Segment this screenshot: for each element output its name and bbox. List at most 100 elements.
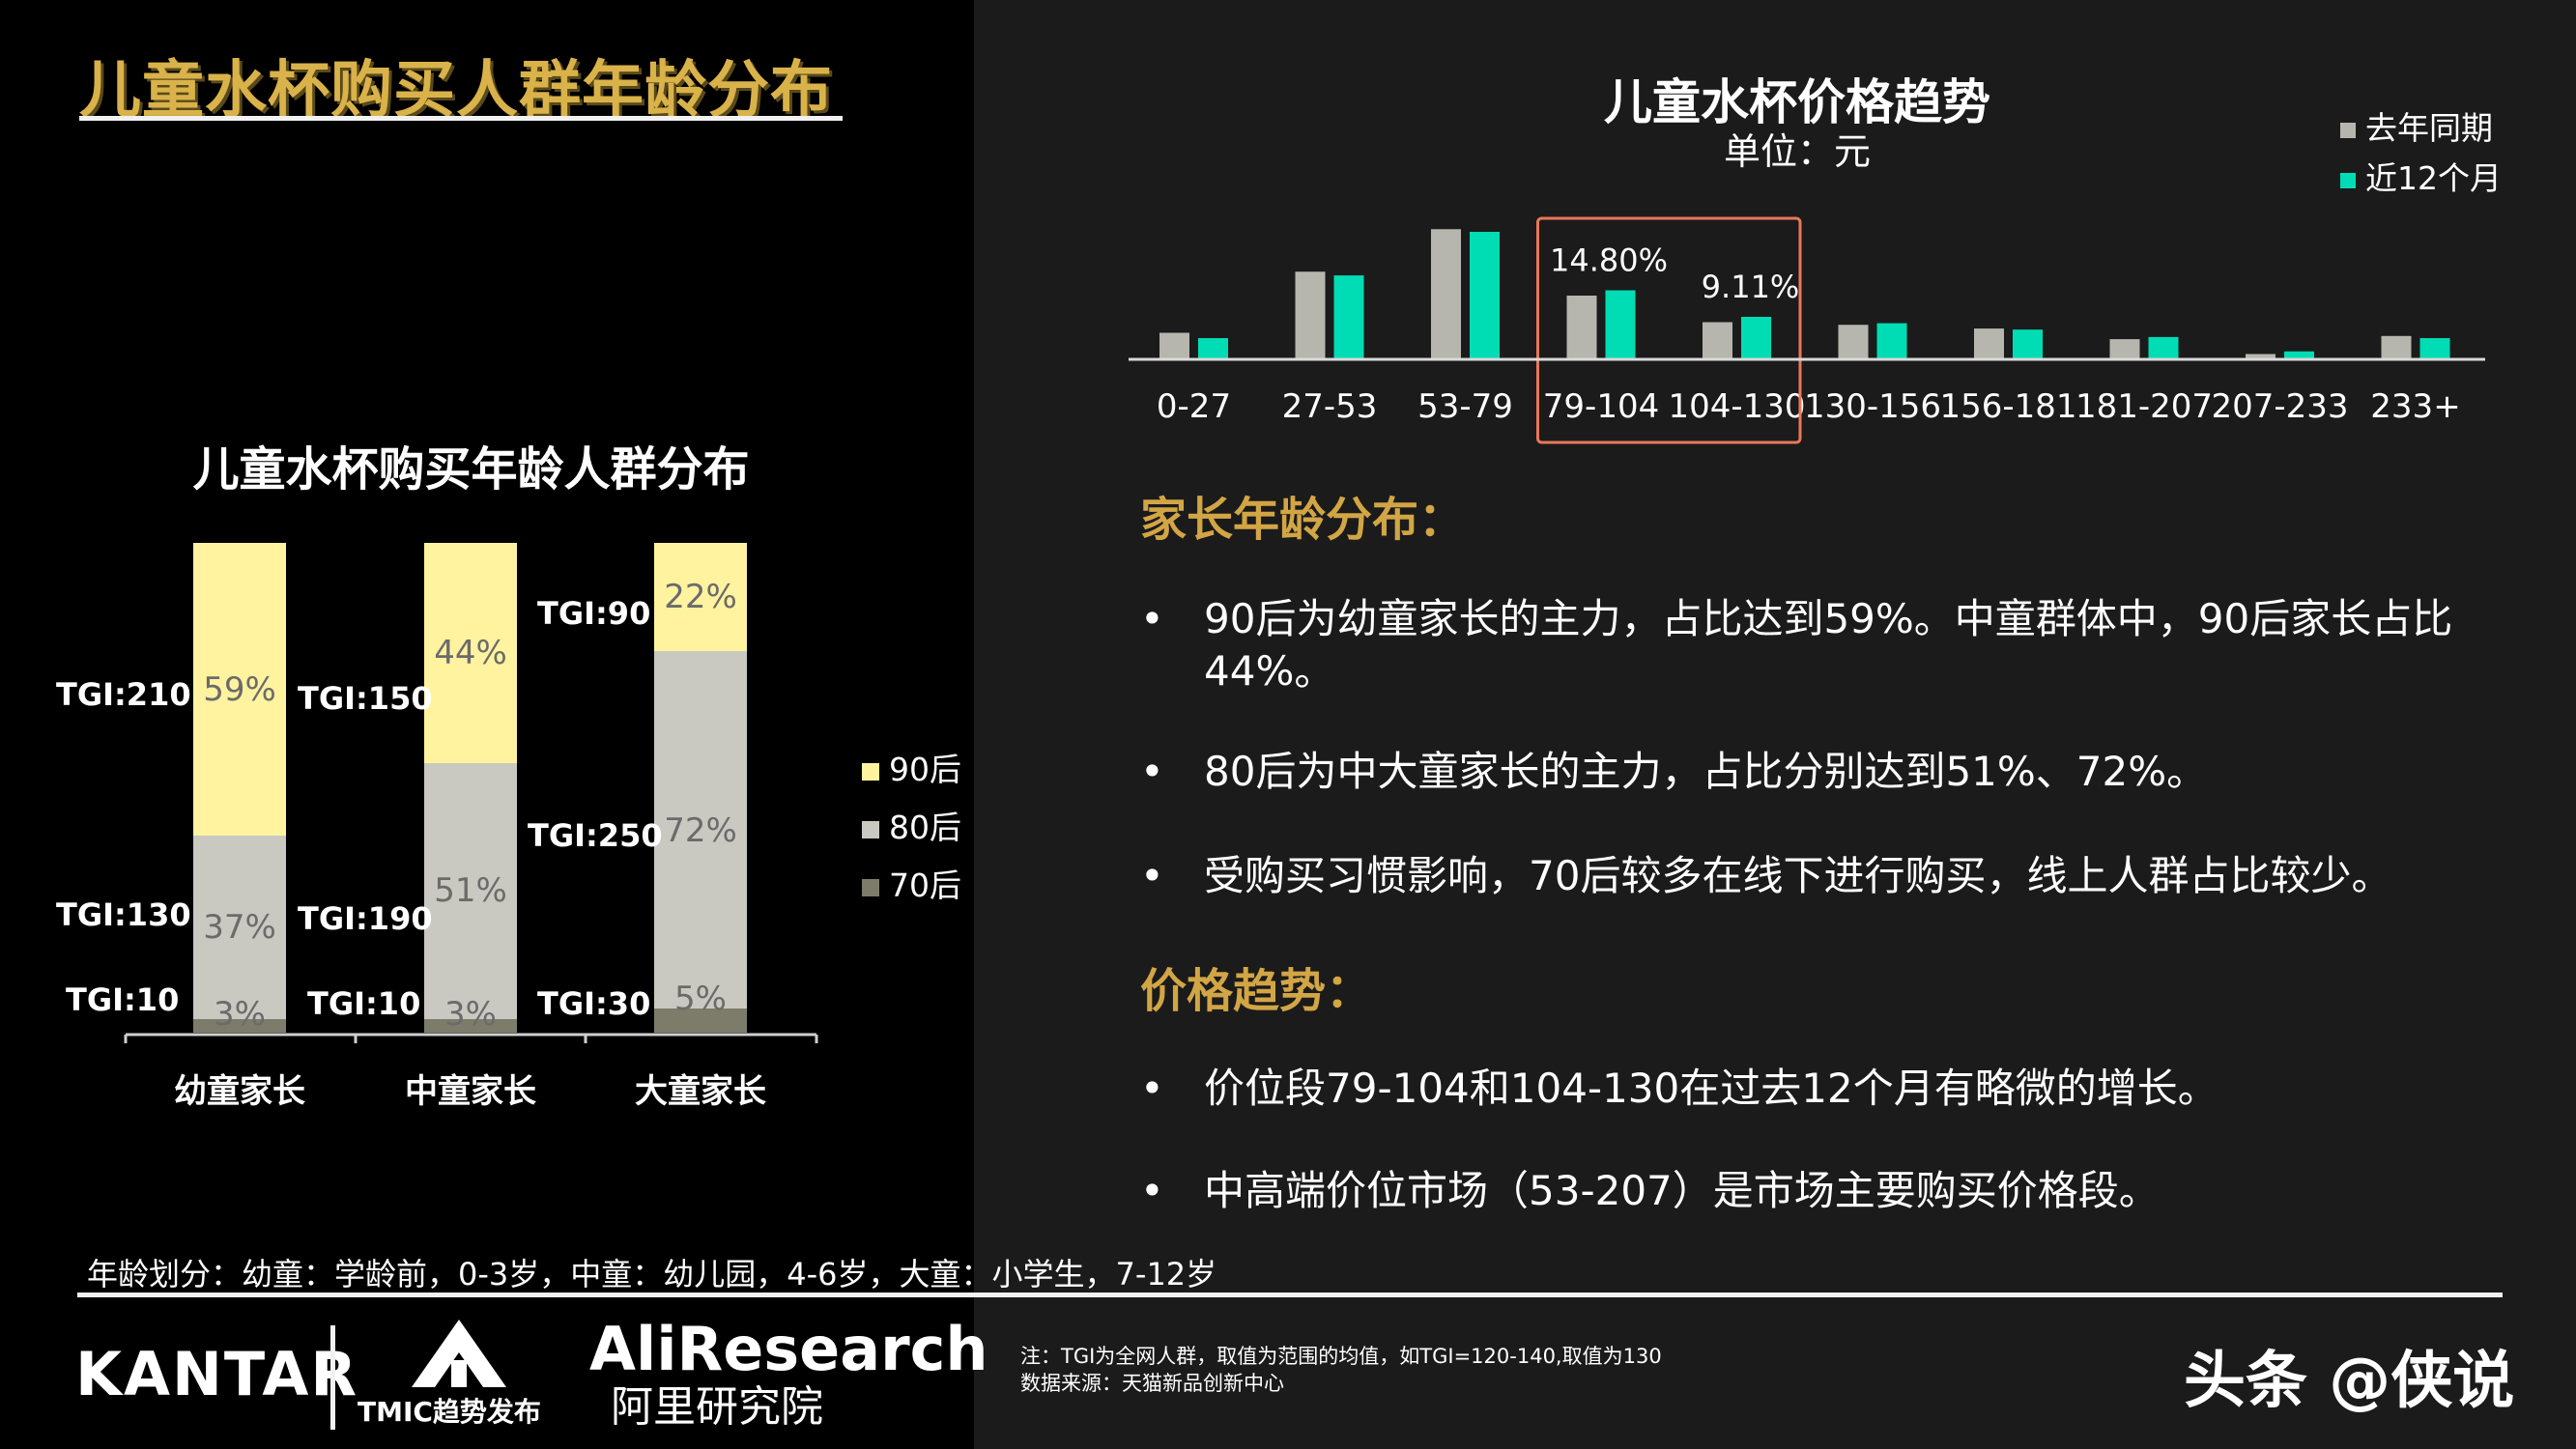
- toutiao-watermark: 头条 @侠说: [2184, 1346, 2515, 1417]
- aliresearch-logo: AliResearch: [589, 1314, 988, 1384]
- legend-swatch: [2340, 122, 2356, 138]
- bullet-dot: •: [1140, 748, 1164, 795]
- tmic-logo-text: TMIC趋势发布: [358, 1396, 541, 1428]
- bar-label-1-90: 44%: [434, 634, 507, 672]
- bar-label-0-80: 37%: [203, 908, 276, 947]
- category-label-2: 大童家长: [635, 1072, 766, 1111]
- price-bar-recent: [2419, 338, 2450, 359]
- bullet-price-2: • 中高端价位市场（53-207）是市场主要购买价格段。: [1140, 1165, 2512, 1217]
- bullet-dot: •: [1140, 1167, 1164, 1214]
- bar-segment-80: [654, 651, 747, 1009]
- bar-label-1-80: 51%: [434, 871, 507, 910]
- bullet-dot: •: [1140, 1065, 1164, 1112]
- bullet-text: 中高端价位市场（53-207）是市场主要购买价格段。: [1204, 1167, 2160, 1214]
- bar-segment-70: [654, 1009, 747, 1033]
- page-title: 儿童水杯购买人群年龄分布: [79, 55, 833, 127]
- price-bar-recent: [1333, 275, 1364, 359]
- left-chart-title: 儿童水杯购买年龄人群分布: [192, 442, 750, 497]
- price-category-label: 207-233: [2211, 387, 2348, 426]
- tgi-label-1-80: TGI:190: [298, 900, 433, 937]
- bar-segment-70: [193, 1019, 286, 1033]
- tgi-label-2-80: TGI:250: [528, 817, 663, 854]
- age-definition-note: 年龄划分：幼童：学龄前，0-3岁，中童：幼儿园，4-6岁，大童：小学生，7-12…: [87, 1256, 1217, 1293]
- legend-item-70: 70后: [862, 860, 961, 906]
- bar-label-2-70: 5%: [674, 980, 727, 1018]
- bar-group-2: [654, 543, 747, 1033]
- legend-label: 70后: [889, 867, 961, 904]
- price-bar-last-year: [1295, 271, 1326, 359]
- price-bar-last-year: [1974, 328, 2004, 359]
- legend-item-90: 90后: [862, 744, 961, 790]
- bullet-text: 80后为中大童家长的主力，占比分别达到51%、72%。: [1204, 748, 2208, 795]
- price-bar-last-year: [1431, 229, 1461, 359]
- bullet-parents-1: • 90后为幼童家长的主力，占比达到59%。中童群体中，90后家长占比44%。: [1140, 593, 2512, 697]
- bar-segment-90: [654, 543, 747, 651]
- price-bar-last-year: [1566, 296, 1597, 359]
- price-bar-recent: [1876, 323, 1907, 359]
- bar-segment-80: [193, 836, 286, 1019]
- bullet-text: 90后为幼童家长的主力，占比达到59%。中童群体中，90后家长占比44%。: [1204, 595, 2453, 695]
- footnote-tgi: 注：TGI为全网人群，取值为范围的均值，如TGI=120-140,取值为130: [1020, 1345, 1662, 1368]
- category-label-1: 中童家长: [405, 1072, 536, 1111]
- price-heading: 价格趋势：: [1140, 964, 1373, 1018]
- price-bar-recent: [1198, 338, 1228, 359]
- logo-divider: [330, 1325, 335, 1430]
- price-category-label: 130-156: [1804, 387, 1941, 426]
- price-bar-recent: [1741, 317, 1771, 359]
- price-category-label: 104-130: [1668, 387, 1805, 426]
- price-bar-last-year: [2381, 335, 2412, 359]
- bar-label-2-90: 22%: [664, 578, 737, 616]
- price-bar-recent: [1470, 232, 1500, 359]
- price-category-label: 79-104: [1543, 387, 1659, 426]
- bullet-dot: •: [1140, 595, 1164, 642]
- price-bar-last-year: [1703, 322, 1732, 359]
- price-chart-unit: 单位：元: [1723, 130, 1871, 173]
- legend-item-80: 80后: [862, 802, 961, 848]
- bullet-parents-3: • 受购买习惯影响，70后较多在线下进行购买，线上人群占比较少。: [1140, 850, 2512, 902]
- tgi-label-0-90: TGI:210: [56, 676, 191, 713]
- bar-segment-90: [424, 543, 517, 763]
- price-category-label: 27-53: [1282, 387, 1378, 426]
- bullet-text: 受购买习惯影响，70后较多在线下进行购买，线上人群占比较少。: [1204, 852, 2392, 899]
- legend-swatch: [862, 820, 879, 838]
- kantar-logo: KANTAR: [75, 1339, 359, 1409]
- tgi-label-2-70: TGI:30: [537, 985, 651, 1022]
- legend-swatch: [2340, 172, 2356, 188]
- title-underline: [79, 116, 843, 121]
- bar-label-2-80: 72%: [664, 811, 737, 850]
- price-bar-last-year: [2246, 354, 2275, 359]
- tgi-label-1-70: TGI:10: [307, 985, 421, 1022]
- price-category-label: 53-79: [1417, 387, 1513, 426]
- right-panel: [974, 0, 2576, 1449]
- price-legend-last-year: 去年同期: [2340, 102, 2493, 149]
- legend-label: 近12个月: [2365, 159, 2502, 197]
- price-bar-last-year: [2109, 339, 2140, 359]
- category-label-0: 幼童家长: [174, 1072, 305, 1111]
- highlight-data-label: 9.11%: [1702, 269, 1800, 305]
- bullet-parents-2: • 80后为中大童家长的主力，占比分别达到51%、72%。: [1140, 746, 2512, 798]
- price-bar-chart: 0-27 27-53 53-79 79-104 104-130130-156156-18…: [1129, 216, 2485, 444]
- bottom-rule: [77, 1293, 2503, 1297]
- bar-group-1: [424, 543, 517, 1033]
- price-bar-recent: [2148, 336, 2179, 359]
- price-category-label: 233+: [2370, 387, 2460, 426]
- stacked-bar-chart: [124, 543, 818, 1043]
- price-category-label: 0-27: [1157, 387, 1231, 426]
- price-category-label: 156-181: [1939, 387, 2076, 426]
- bar-label-0-70: 3%: [214, 995, 266, 1034]
- bar-segment-70: [424, 1019, 517, 1033]
- legend-swatch: [862, 878, 879, 896]
- tgi-label-2-90: TGI:90: [537, 595, 651, 632]
- footnote-source: 数据来源：天猫新品创新中心: [1020, 1372, 1284, 1395]
- bar-label-0-90: 59%: [203, 670, 276, 709]
- price-bar-recent: [2284, 351, 2314, 359]
- bar-label-1-70: 3%: [444, 995, 497, 1034]
- bullet-text: 价位段79-104和104-130在过去12个月有略微的增长。: [1204, 1065, 2218, 1112]
- aliresearch-logo-cn: 阿里研究院: [611, 1382, 823, 1432]
- tgi-label-0-80: TGI:130: [56, 896, 191, 933]
- tgi-label-0-70: TGI:10: [66, 981, 180, 1018]
- bullet-dot: •: [1140, 852, 1164, 899]
- tgi-label-1-90: TGI:150: [298, 680, 433, 717]
- legend-label: 90后: [889, 751, 961, 788]
- legend-label: 80后: [889, 809, 961, 846]
